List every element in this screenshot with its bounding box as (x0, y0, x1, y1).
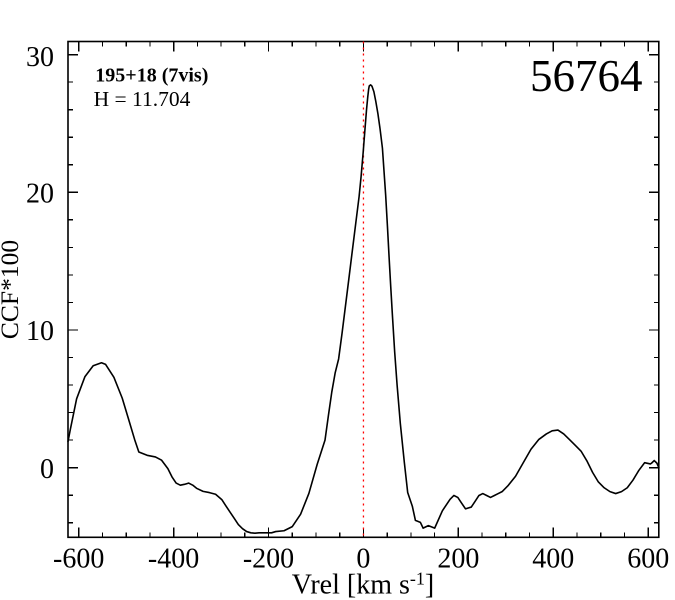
svg-text:20: 20 (26, 178, 54, 209)
svg-text:0: 0 (40, 454, 54, 485)
svg-text:-200: -200 (243, 543, 294, 574)
svg-text:200: 200 (437, 543, 479, 574)
svg-text:400: 400 (532, 543, 574, 574)
svg-text:CCF*100: CCF*100 (0, 240, 24, 339)
svg-text:H = 11.704: H = 11.704 (94, 87, 191, 111)
svg-text:10: 10 (26, 316, 54, 347)
svg-text:Vrel [km s-1]: Vrel [km s-1] (292, 569, 434, 600)
svg-text:56764: 56764 (530, 51, 643, 101)
svg-text:30: 30 (26, 42, 54, 73)
svg-text:-600: -600 (53, 543, 104, 574)
svg-text:195+18 (7vis): 195+18 (7vis) (95, 65, 208, 87)
svg-text:-400: -400 (148, 543, 199, 574)
svg-text:600: 600 (627, 543, 669, 574)
